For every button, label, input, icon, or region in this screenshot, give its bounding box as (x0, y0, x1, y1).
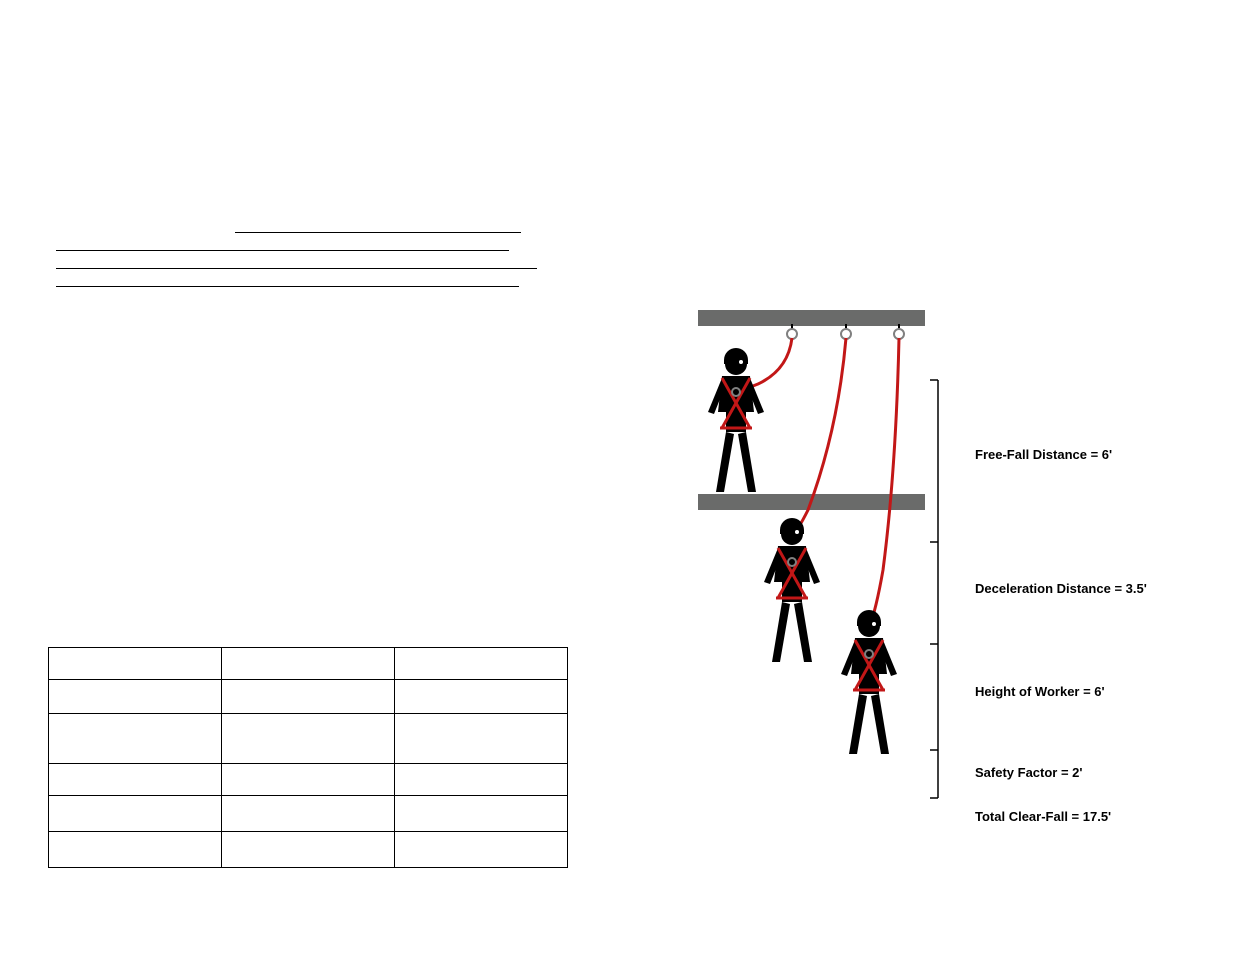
table-row (49, 796, 568, 832)
worker-standing (708, 348, 764, 492)
table-row (49, 680, 568, 714)
label-height: Height of Worker = 6' (975, 684, 1105, 699)
top-beam (698, 310, 925, 326)
fall-clearance-diagram: Free-Fall Distance = 6' Deceleration Dis… (698, 310, 1158, 830)
diagram-svg (698, 310, 1158, 830)
table-row (49, 832, 568, 868)
table-row (49, 648, 568, 680)
underline-1 (235, 232, 521, 233)
underline-2 (56, 250, 509, 251)
label-safety: Safety Factor = 2' (975, 765, 1083, 780)
table-row (49, 764, 568, 796)
lanyard-3 (869, 338, 899, 628)
brackets (930, 380, 938, 798)
anchor-2 (841, 324, 851, 339)
worker-midfall (764, 518, 820, 662)
anchor-1 (787, 324, 797, 339)
anchor-3 (894, 324, 904, 339)
data-table (48, 647, 568, 868)
underline-3 (56, 268, 537, 269)
table-row (49, 714, 568, 764)
label-freefall: Free-Fall Distance = 6' (975, 447, 1112, 462)
label-deceleration: Deceleration Distance = 3.5' (975, 581, 1147, 596)
worker-extended (841, 610, 897, 754)
underline-4 (56, 286, 519, 287)
label-total: Total Clear-Fall = 17.5' (975, 809, 1111, 824)
